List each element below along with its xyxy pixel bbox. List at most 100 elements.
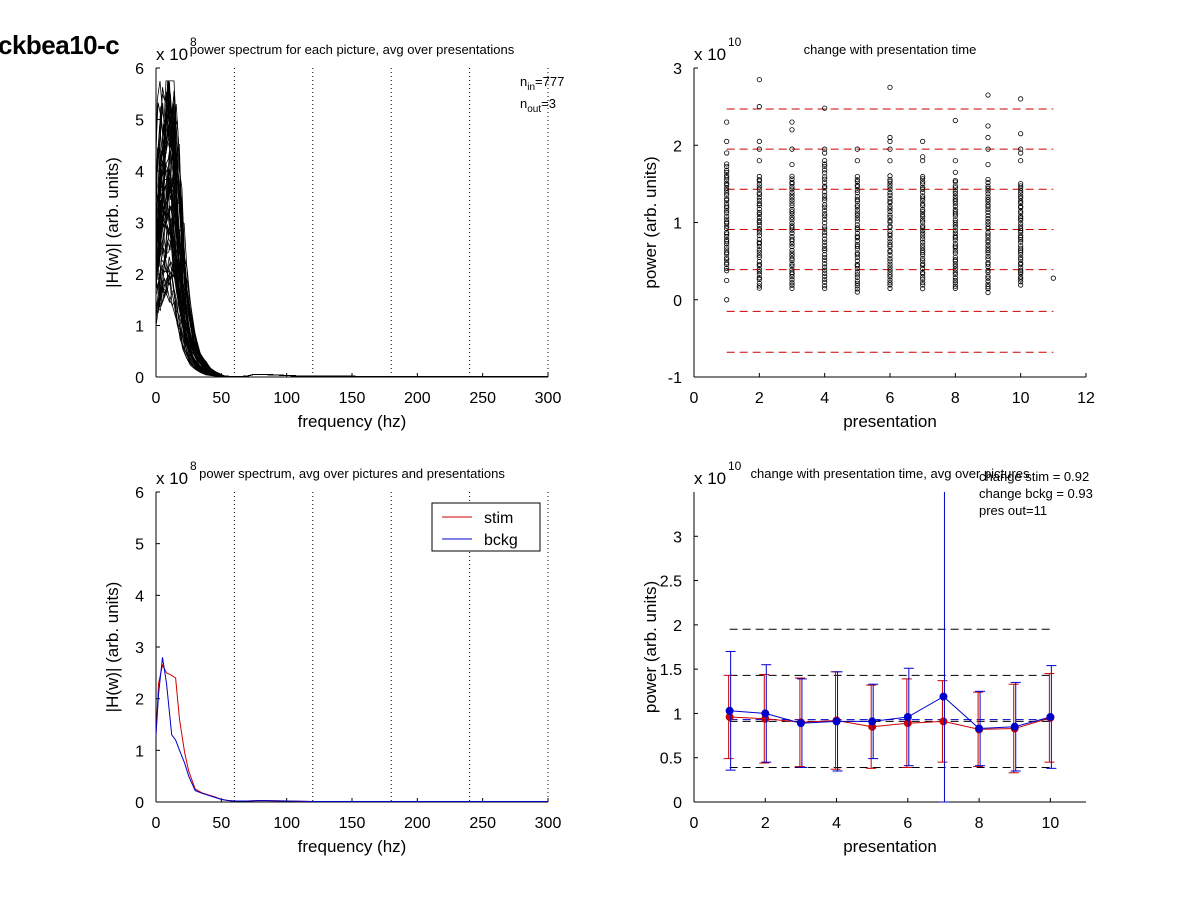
data-point [756, 249, 762, 255]
y-axis-label: |H(w)| (arb. units) [103, 157, 122, 288]
spectrum-curve [155, 105, 548, 378]
data-point [985, 224, 991, 230]
data-point [789, 192, 795, 198]
y-tick-label: 5 [135, 113, 144, 130]
spectrum-curve [159, 216, 548, 378]
y-tick-label: 1 [673, 216, 682, 233]
spectrum-curve [156, 140, 548, 378]
data-point [1018, 193, 1024, 199]
data-point [756, 195, 762, 201]
data-point [854, 204, 860, 210]
data-point [789, 214, 795, 220]
x-tick-label: 100 [273, 390, 300, 407]
data-point-outlier [952, 169, 958, 175]
data-point [854, 230, 860, 236]
data-point-outlier [952, 117, 958, 124]
data-point [724, 213, 730, 220]
data-point [822, 257, 828, 263]
spectrum-curve [155, 267, 548, 378]
data-point [789, 206, 795, 212]
x-tick-label: 10 [1041, 815, 1059, 832]
data-point [952, 185, 958, 191]
series-marker-stim [939, 717, 948, 726]
spectrum-curve [155, 176, 548, 378]
data-point [952, 237, 958, 243]
data-point [724, 200, 730, 207]
data-point [724, 247, 730, 253]
spectrum-curve [155, 163, 548, 378]
data-point [1018, 256, 1024, 263]
data-point [724, 239, 730, 245]
series-marker-bckg [1046, 712, 1055, 721]
data-point [887, 277, 893, 283]
data-point [1018, 200, 1024, 206]
data-point-outlier [756, 76, 762, 83]
data-point [724, 173, 730, 179]
series-marker-bckg [796, 719, 805, 728]
data-point-outlier [1018, 96, 1024, 102]
data-point [952, 277, 958, 284]
data-point [1018, 223, 1024, 229]
data-point [920, 203, 926, 209]
data-point [724, 175, 730, 181]
y-axis-label: power (arb. units) [641, 581, 660, 713]
data-point [822, 264, 828, 270]
data-point [724, 265, 730, 271]
data-point [985, 275, 991, 281]
data-point [920, 239, 926, 245]
data-point [822, 157, 828, 164]
data-point [887, 239, 893, 245]
spectrum-curve [155, 89, 548, 378]
chart-power-spectrum-each-picture: 0 50 100 150 200 250 300 0 1 2 3 4 5 6 frequency (hz) |… [103, 35, 564, 431]
series-marker-bckg [903, 712, 912, 721]
spectrum-curve [155, 80, 548, 378]
data-point-outlier [822, 146, 828, 152]
data-point [920, 255, 926, 262]
data-point-outlier [789, 146, 795, 152]
data-point [789, 244, 795, 250]
spectrum-curve [157, 103, 548, 378]
spectrum-curve [157, 80, 548, 378]
data-point [822, 185, 828, 191]
data-point [789, 263, 795, 269]
data-point [920, 236, 926, 242]
spectrum-curve [155, 80, 548, 378]
legend-label-bckg: bckg [484, 532, 518, 549]
data-point-outlier [756, 158, 762, 164]
spectrum-curve [155, 205, 548, 378]
data-point [756, 219, 762, 226]
data-point [822, 224, 828, 230]
data-point [822, 254, 828, 261]
data-point [887, 192, 893, 198]
data-point [887, 190, 893, 196]
data-point [756, 186, 762, 192]
data-point [920, 258, 926, 264]
data-point [1018, 234, 1024, 240]
data-point [854, 225, 860, 231]
data-point [756, 280, 762, 286]
data-point-outlier [822, 105, 828, 111]
data-point [854, 207, 860, 213]
data-point [822, 232, 828, 238]
data-point-outlier [920, 138, 926, 144]
data-point [789, 257, 795, 264]
data-point [756, 206, 762, 212]
data-point [952, 275, 958, 281]
data-point [1018, 180, 1024, 187]
spectrum-curve [158, 261, 548, 378]
data-point [952, 250, 958, 256]
data-point [756, 192, 762, 198]
x-tick-label: 0 [152, 390, 161, 407]
x-tick-label: 200 [404, 815, 431, 832]
chart-change-avg-over-pictures: 0 2 4 6 8 10 0 0.5 1 1.5 2 2.5 3 presentation power (a… [641, 459, 1093, 856]
data-point [756, 236, 762, 243]
series-marker-bckg [725, 706, 734, 715]
x-tick-label: 300 [535, 390, 562, 407]
x-tick-label: 100 [273, 815, 300, 832]
data-point [887, 218, 893, 224]
data-point [952, 230, 958, 236]
series-marker-bckg [1010, 722, 1019, 731]
data-point [887, 258, 893, 264]
data-point-outlier [822, 150, 828, 156]
data-point-outlier [756, 104, 762, 110]
